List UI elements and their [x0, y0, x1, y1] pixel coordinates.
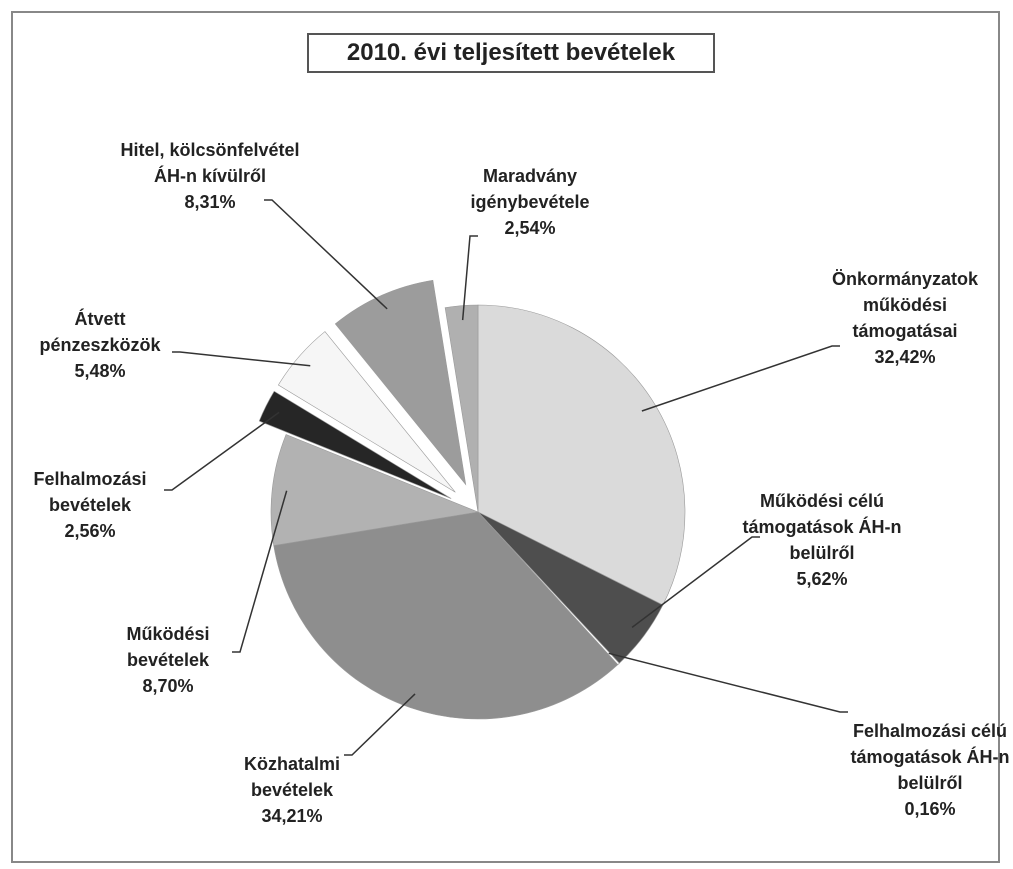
- pie-slice: [273, 511, 619, 720]
- leader-line: [641, 345, 840, 412]
- value-label: 8,31%: [184, 192, 236, 212]
- leader-line: [232, 490, 288, 653]
- leader-line: [631, 536, 760, 628]
- value-label: 5,48%: [74, 361, 126, 381]
- pie-slice: [334, 279, 467, 486]
- category-label: Felhalmozási bevételek: [33, 469, 147, 515]
- leader-line: [608, 652, 848, 713]
- frame: [11, 11, 1000, 863]
- leader-line: [344, 693, 416, 756]
- value-label: 34,21%: [261, 806, 323, 826]
- data-label: Közhatalmi bevételek 34,21%: [217, 751, 367, 829]
- category-label: Működési bevételek: [126, 624, 210, 670]
- data-label: Hitel, kölcsönfelvétel ÁH-n kívülről 8,31…: [120, 137, 300, 215]
- value-label: 32,42%: [874, 347, 936, 367]
- data-label: Maradvány igénybevétele 2,54%: [445, 163, 615, 241]
- leader-line: [461, 235, 478, 321]
- pie-slice: [477, 304, 686, 606]
- pie-slice: [270, 434, 480, 546]
- value-label: 0,16%: [904, 799, 956, 819]
- category-label: Hitel, kölcsönfelvétel ÁH-n kívülről: [120, 140, 300, 186]
- value-label: 2,56%: [64, 521, 116, 541]
- value-label: 5,62%: [796, 569, 848, 589]
- data-label: Működési bevételek 8,70%: [103, 621, 233, 699]
- pie-slice: [258, 390, 452, 499]
- category-label: Közhatalmi bevételek: [243, 754, 340, 800]
- chart-title: 2010. évi teljesített bevételek: [307, 33, 715, 73]
- leader-line: [164, 411, 280, 491]
- category-label: Működési célú támogatások ÁH-n belülről: [742, 491, 902, 563]
- leader-line: [264, 199, 388, 310]
- data-label: Működési célú támogatások ÁH-n belülről 5…: [727, 488, 917, 592]
- pie-slice: [277, 331, 456, 493]
- category-label: Felhalmozási célú támogatások ÁH-n belül…: [850, 721, 1010, 793]
- category-label: Maradvány igénybevétele: [470, 166, 590, 212]
- pie-slice: [444, 304, 479, 513]
- data-label: Felhalmozási bevételek 2,56%: [5, 466, 175, 544]
- data-label: Önkormányzatok működési támogatásai 32,42…: [820, 266, 990, 370]
- category-label: Önkormányzatok működési támogatásai: [831, 269, 979, 341]
- value-label: 2,54%: [504, 218, 556, 238]
- leader-line: [172, 351, 311, 367]
- value-label: 8,70%: [142, 676, 194, 696]
- category-label: Átvett pénzeszközök: [39, 309, 161, 355]
- data-label: Átvett pénzeszközök 5,48%: [15, 306, 185, 384]
- data-label: Felhalmozási célú támogatások ÁH-n belül…: [850, 718, 1010, 822]
